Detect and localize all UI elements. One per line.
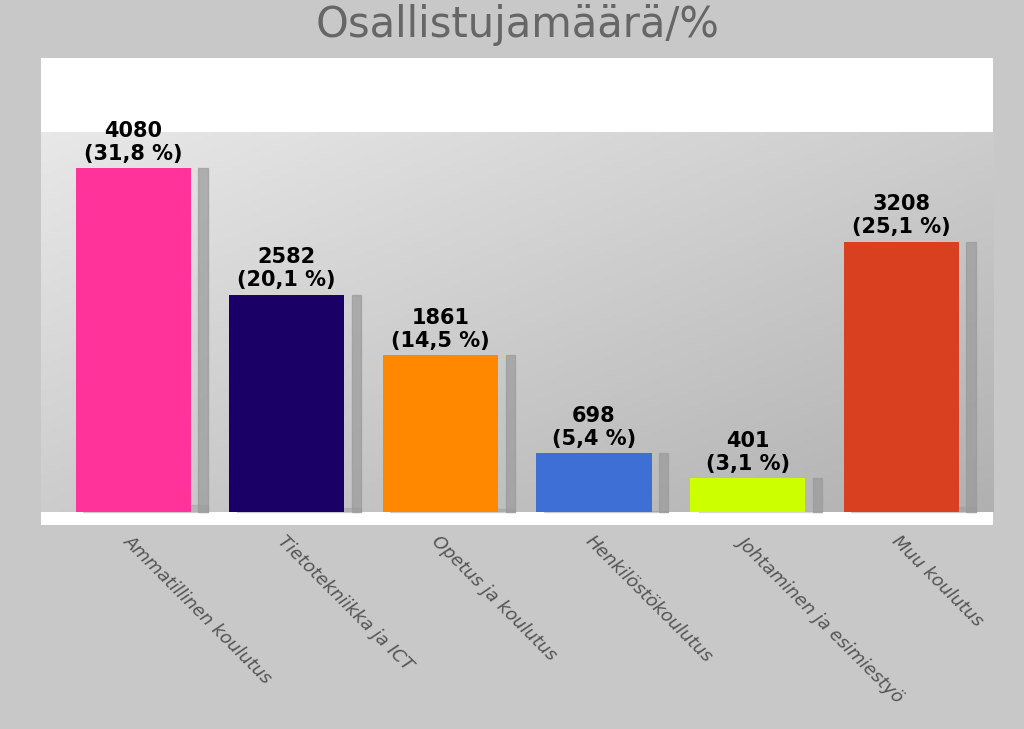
Bar [851,507,976,512]
Bar [659,453,669,512]
Text: 698
(5,4 %): 698 (5,4 %) [552,405,636,449]
Bar [537,453,651,512]
Bar [506,355,515,512]
Title: Osallistujamäärä/%: Osallistujamäärä/% [315,4,719,47]
Text: 401
(3,1 %): 401 (3,1 %) [706,431,790,474]
Text: 2582
(20,1 %): 2582 (20,1 %) [238,247,336,290]
Text: 4080
(31,8 %): 4080 (31,8 %) [84,120,182,164]
Bar [83,505,208,512]
Bar [237,508,361,512]
Bar [967,242,976,512]
Bar [390,509,515,512]
Bar [229,295,344,512]
Bar [352,295,361,512]
Bar [76,168,190,512]
Bar [383,355,498,512]
Bar [844,242,958,512]
Bar [199,168,208,512]
Bar [544,511,669,512]
Bar [690,478,805,512]
Bar [813,478,822,512]
Text: 3208
(25,1 %): 3208 (25,1 %) [852,194,950,237]
Text: 1861
(14,5 %): 1861 (14,5 %) [391,308,489,351]
